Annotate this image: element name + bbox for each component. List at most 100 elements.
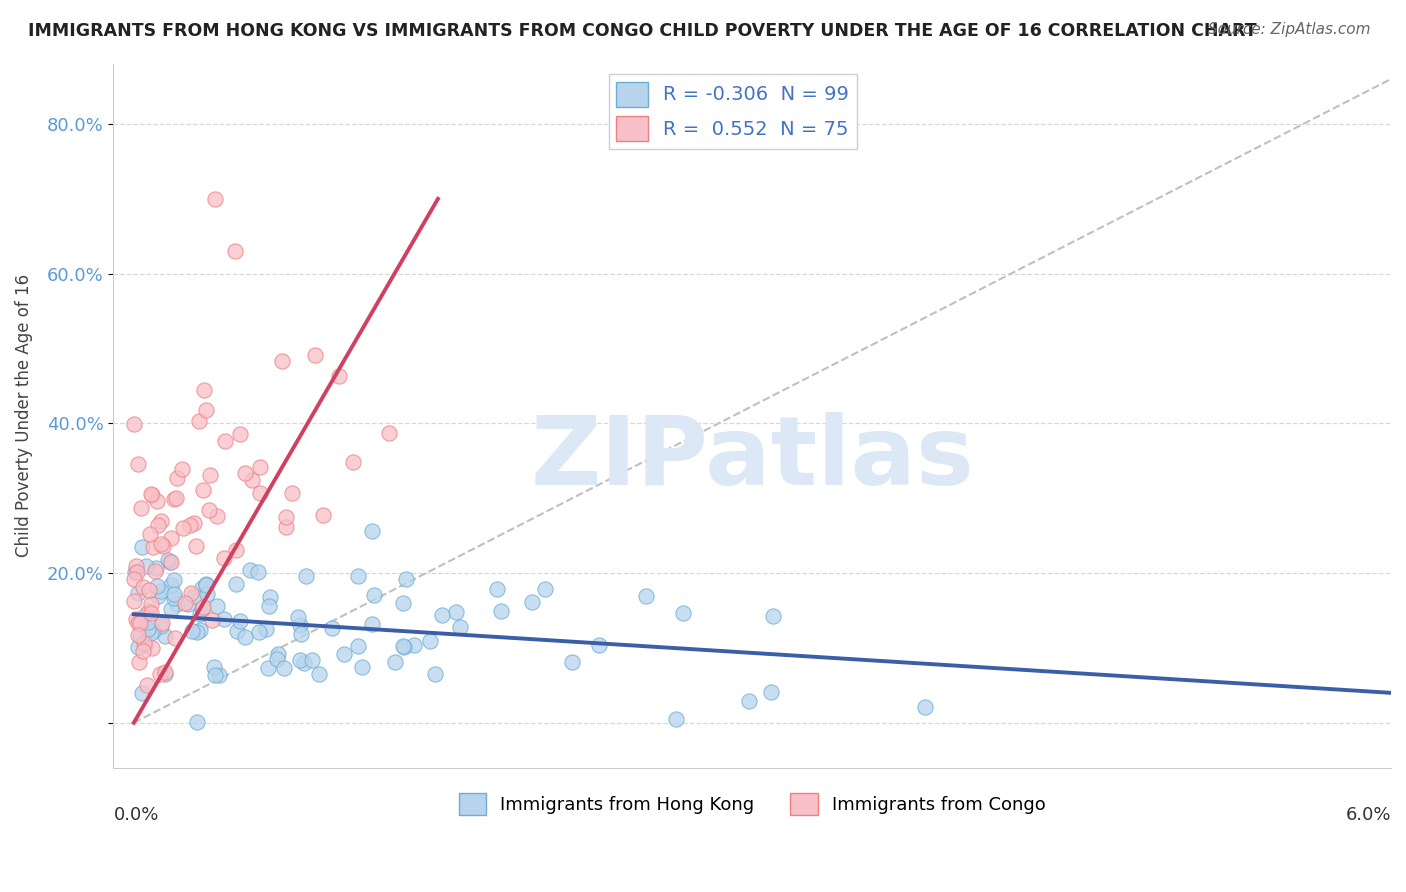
Point xyxy=(212,551,235,566)
Point xyxy=(124,565,146,579)
Point xyxy=(273,661,295,675)
Point xyxy=(146,517,169,532)
Point xyxy=(139,607,162,621)
Point xyxy=(404,638,426,652)
Point xyxy=(304,348,326,362)
Point xyxy=(125,558,148,573)
Point xyxy=(233,630,256,644)
Point xyxy=(174,596,197,610)
Point xyxy=(162,492,184,507)
Point xyxy=(177,597,200,611)
Point xyxy=(395,572,418,586)
Point xyxy=(276,509,298,524)
Point xyxy=(152,539,174,553)
Point xyxy=(214,434,236,448)
Point xyxy=(160,578,183,592)
Point xyxy=(142,540,165,554)
Point xyxy=(672,607,695,621)
Point xyxy=(228,426,250,441)
Point xyxy=(271,354,294,368)
Point xyxy=(225,576,247,591)
Point xyxy=(444,605,467,619)
Point xyxy=(127,615,149,630)
Point xyxy=(328,368,350,383)
Point xyxy=(125,612,148,626)
Point xyxy=(160,531,183,545)
Point xyxy=(188,607,211,621)
Point xyxy=(274,520,297,534)
Point xyxy=(361,524,384,539)
Point xyxy=(146,493,169,508)
Point xyxy=(127,586,149,600)
Point xyxy=(342,455,364,469)
Point xyxy=(134,638,156,652)
Point xyxy=(132,636,155,650)
Point xyxy=(139,487,162,501)
Point xyxy=(132,580,155,594)
Point xyxy=(191,581,214,595)
Point xyxy=(127,565,149,579)
Point xyxy=(135,678,157,692)
Point xyxy=(122,572,145,586)
Point xyxy=(172,461,194,475)
Point xyxy=(281,486,304,500)
Point xyxy=(449,620,471,634)
Point xyxy=(308,667,330,681)
Point xyxy=(124,417,146,432)
Point xyxy=(391,596,413,610)
Point xyxy=(361,616,384,631)
Point xyxy=(228,614,250,628)
Point xyxy=(198,467,221,482)
Point xyxy=(301,653,323,667)
Point xyxy=(290,626,312,640)
Point xyxy=(247,625,270,640)
Point xyxy=(153,666,176,681)
Point xyxy=(418,634,440,648)
Point xyxy=(392,640,415,654)
Point xyxy=(249,460,271,475)
Point xyxy=(249,486,271,500)
Point xyxy=(186,539,208,553)
Point xyxy=(166,597,188,611)
Text: IMMIGRANTS FROM HONG KONG VS IMMIGRANTS FROM CONGO CHILD POVERTY UNDER THE AGE O: IMMIGRANTS FROM HONG KONG VS IMMIGRANTS … xyxy=(28,22,1257,40)
Point xyxy=(350,660,373,674)
Point xyxy=(212,612,235,626)
Point xyxy=(195,587,218,601)
Point xyxy=(634,589,657,603)
Point xyxy=(150,537,173,551)
Point xyxy=(533,582,555,597)
Point xyxy=(127,457,149,471)
Point xyxy=(256,661,278,675)
Point xyxy=(259,590,281,604)
Point xyxy=(312,508,335,523)
Point xyxy=(132,643,155,657)
Point xyxy=(425,667,447,681)
Point xyxy=(191,600,214,615)
Point xyxy=(194,577,217,591)
Point xyxy=(131,686,153,700)
Point xyxy=(146,589,169,603)
Point xyxy=(187,413,209,427)
Point xyxy=(180,624,202,639)
Point xyxy=(163,591,186,606)
Point xyxy=(267,647,290,661)
Point xyxy=(762,608,785,623)
Point xyxy=(186,624,208,639)
Point xyxy=(204,668,226,682)
Point xyxy=(163,587,186,601)
Point xyxy=(207,509,229,524)
Point xyxy=(240,473,263,487)
Point xyxy=(139,597,162,611)
Point xyxy=(392,639,415,653)
Point xyxy=(183,589,205,603)
Point xyxy=(190,602,212,616)
Point xyxy=(150,583,173,598)
Point xyxy=(485,582,508,597)
Point xyxy=(138,604,160,618)
Point xyxy=(179,518,201,533)
Text: Source: ZipAtlas.com: Source: ZipAtlas.com xyxy=(1208,22,1371,37)
Point xyxy=(162,573,184,587)
Point xyxy=(347,640,370,654)
Point xyxy=(135,559,157,574)
Point xyxy=(295,569,318,583)
